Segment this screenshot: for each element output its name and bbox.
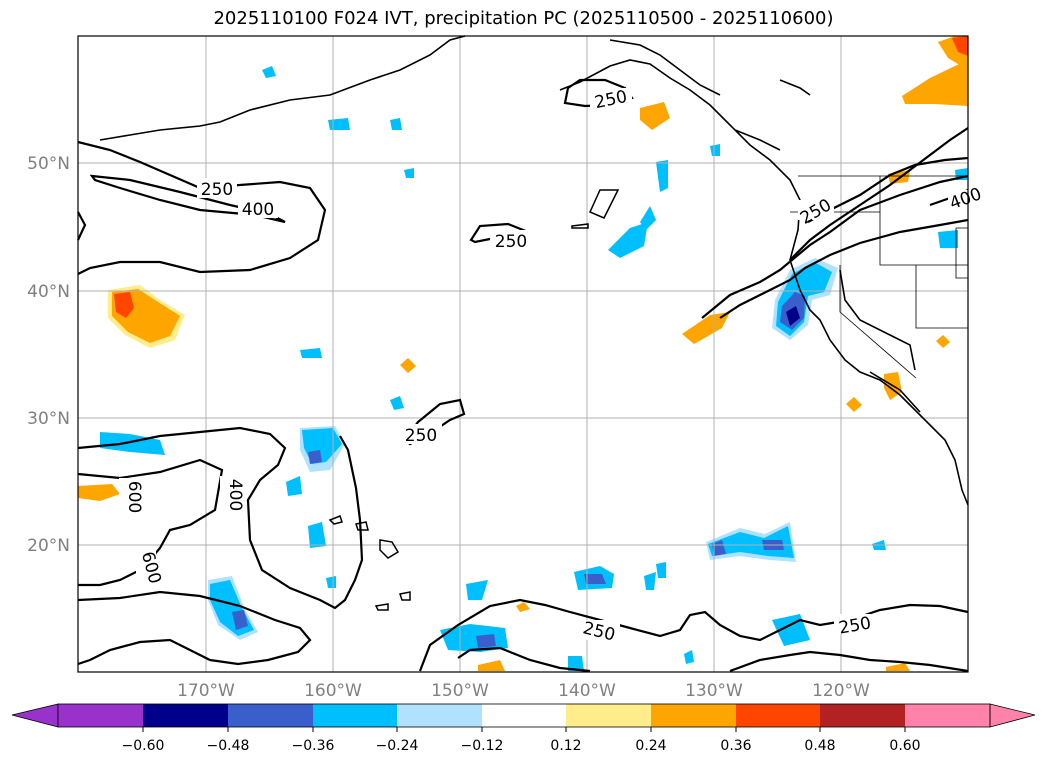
precip-positive-area (846, 397, 862, 412)
precip-negative-area (584, 574, 606, 584)
lat-axis-labels: 20°N 30°N 40°N 50°N (27, 154, 70, 556)
map-frame (77, 35, 969, 673)
colorbar: −0.60 −0.48 −0.36 −0.24 −0.12 0.12 0.24 … (11, 703, 1036, 754)
contour-label: 250 (837, 613, 872, 638)
colorbar-segment (58, 704, 143, 727)
colorbar-tick-label: −0.48 (207, 738, 250, 754)
precip-positive-area (400, 358, 416, 373)
colorbar-tick-label: −0.36 (292, 738, 335, 754)
lat-tick-label: 40°N (27, 282, 70, 302)
precip-negative-area (100, 432, 165, 455)
contour-label: 250 (405, 426, 437, 446)
colorbar-frame (57, 703, 991, 728)
precip-negative-area (328, 118, 350, 130)
colorbar-segment (397, 704, 482, 727)
precip-negative-area (712, 540, 726, 556)
precip-fill-layer (78, 36, 968, 671)
precip-positive-area (78, 484, 120, 501)
contour-label: 250 (495, 232, 527, 252)
lon-tick-label: 170°W (177, 681, 235, 701)
lon-tick-label: 130°W (685, 681, 743, 701)
precip-negative-area (786, 306, 800, 326)
colorbar-segment (905, 704, 990, 727)
colorbar-segment (143, 704, 228, 727)
precip-negative-area (390, 396, 404, 410)
precip-negative-area (684, 650, 694, 664)
precip-positive-area (902, 60, 968, 106)
precip-negative-area (232, 610, 248, 630)
precip-negative-area (286, 476, 302, 496)
precip-positive-area (936, 335, 950, 348)
colorbar-tick-label: 0.24 (635, 738, 666, 754)
precip-negative-area (772, 614, 810, 646)
lon-axis-labels: 170°W 160°W 150°W 140°W 130°W 120°W (177, 681, 870, 701)
colorbar-segment (228, 704, 313, 727)
contour-label: 600 (124, 481, 144, 513)
colorbar-tick-label: 0.12 (550, 738, 581, 754)
precip-negative-area (644, 572, 656, 590)
lat-tick-label: 20°N (27, 536, 70, 556)
lat-tick-label: 30°N (27, 409, 70, 429)
colorbar-segment (651, 704, 736, 727)
precip-positive-area (516, 602, 530, 612)
colorbar-segment (566, 704, 651, 727)
lon-tick-label: 150°W (431, 681, 489, 701)
precip-negative-area (656, 160, 668, 192)
map-title: 2025110100 F024 IVT, precipitation PC (2… (213, 8, 834, 29)
lat-tick-label: 50°N (27, 154, 70, 174)
precip-negative-area (466, 580, 488, 600)
colorbar-extend-low (11, 703, 59, 728)
colorbar-tick-label: 0.60 (889, 738, 920, 754)
precip-positive-area (640, 102, 670, 130)
colorbar-segment (482, 704, 566, 727)
islands (328, 189, 620, 611)
precip-negative-area (308, 450, 322, 464)
contour-label: 400 (947, 184, 984, 214)
precip-negative-area (308, 522, 326, 548)
precip-negative-area (390, 118, 402, 130)
precip-negative-area (300, 348, 322, 358)
colorbar-extend-high (989, 703, 1036, 728)
precip-negative-area (710, 144, 720, 156)
contour-label: 400 (242, 200, 274, 220)
precip-positive-area (952, 36, 968, 56)
gridlines (78, 36, 968, 672)
precip-negative-area (326, 576, 336, 588)
colorbar-segment (820, 704, 905, 727)
precip-positive-area (886, 663, 910, 671)
colorbar-ticks (142, 727, 906, 732)
colorbar-tick-label: 0.36 (720, 738, 751, 754)
colorbar-tick-label: −0.24 (376, 738, 419, 754)
contour-labels: 250 400 250 250 250 400 600 600 250 250 … (119, 87, 984, 646)
contour-label: 250 (201, 180, 233, 200)
precip-positive-area (478, 660, 505, 671)
colorbar-tick-label: 0.48 (804, 738, 835, 754)
colorbar-segment (736, 704, 820, 727)
lon-tick-label: 160°W (304, 681, 362, 701)
precip-negative-area (476, 634, 496, 648)
precip-negative-area (640, 206, 656, 230)
precip-negative-area (938, 230, 958, 248)
colorbar-tick-label: −0.60 (122, 738, 165, 754)
contour-label: 400 (225, 479, 245, 511)
colorbar-segment (313, 704, 397, 727)
lon-tick-label: 140°W (558, 681, 616, 701)
precip-negative-area (608, 222, 648, 258)
precip-negative-area (262, 66, 276, 78)
precip-positive-area (682, 312, 730, 344)
colorbar-tick-label: −0.12 (461, 738, 504, 754)
precip-negative-area (656, 562, 666, 578)
precip-negative-area (568, 656, 584, 671)
precip-negative-area (404, 168, 414, 178)
lon-tick-label: 120°W (812, 681, 870, 701)
precip-positive-area (114, 292, 134, 318)
